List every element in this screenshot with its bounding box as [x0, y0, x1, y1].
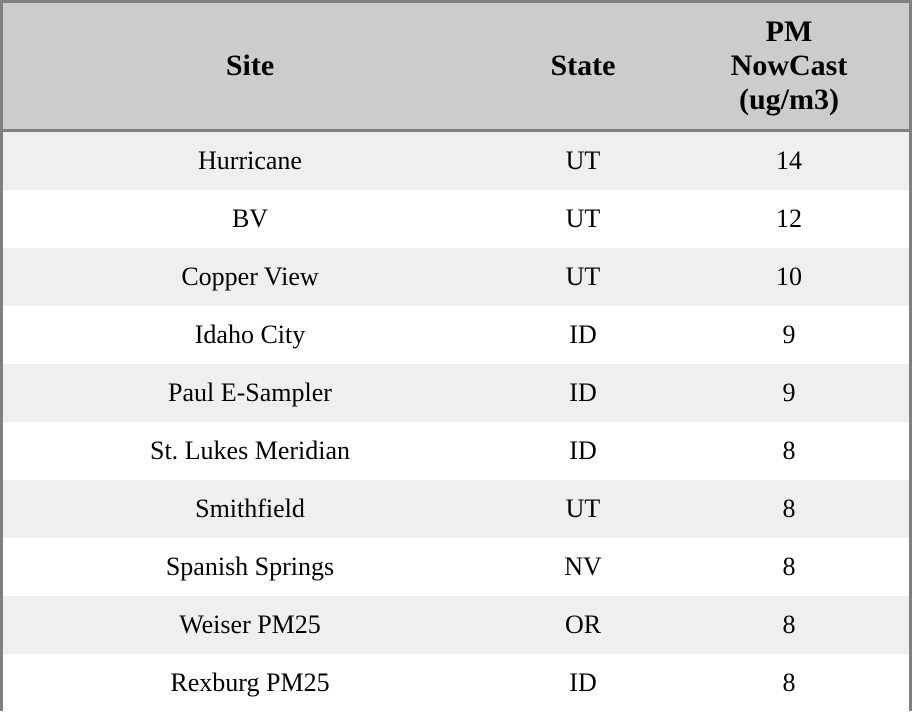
- cell-pm-nowcast: 8: [669, 480, 909, 538]
- cell-site: Rexburg PM25: [3, 654, 497, 712]
- cell-site: Smithfield: [3, 480, 497, 538]
- cell-state: ID: [497, 364, 669, 422]
- header-row: Site State PM NowCast (ug/m3): [3, 3, 909, 131]
- cell-site: Weiser PM25: [3, 596, 497, 654]
- cell-site: Copper View: [3, 248, 497, 306]
- cell-state: NV: [497, 538, 669, 596]
- cell-site: Idaho City: [3, 306, 497, 364]
- table-row: Spanish Springs NV 8: [3, 538, 909, 596]
- table-body: Hurricane UT 14 BV UT 12 Copper View UT …: [3, 131, 909, 712]
- table-row: BV UT 12: [3, 190, 909, 248]
- column-header-pm-nowcast: PM NowCast (ug/m3): [669, 3, 909, 131]
- cell-site: Hurricane: [3, 131, 497, 191]
- cell-state: UT: [497, 190, 669, 248]
- table-header: Site State PM NowCast (ug/m3): [3, 3, 909, 131]
- cell-state: UT: [497, 480, 669, 538]
- cell-site: Spanish Springs: [3, 538, 497, 596]
- cell-state: ID: [497, 422, 669, 480]
- cell-site: Paul E-Sampler: [3, 364, 497, 422]
- pm-nowcast-table: Site State PM NowCast (ug/m3) Hurricane …: [3, 3, 909, 712]
- cell-state: UT: [497, 248, 669, 306]
- cell-site: BV: [3, 190, 497, 248]
- cell-pm-nowcast: 9: [669, 364, 909, 422]
- column-header-site: Site: [3, 3, 497, 131]
- table-row: Copper View UT 10: [3, 248, 909, 306]
- cell-state: OR: [497, 596, 669, 654]
- cell-pm-nowcast: 8: [669, 596, 909, 654]
- table-row: Idaho City ID 9: [3, 306, 909, 364]
- cell-pm-nowcast: 8: [669, 654, 909, 712]
- table-row: Rexburg PM25 ID 8: [3, 654, 909, 712]
- cell-state: ID: [497, 306, 669, 364]
- cell-pm-nowcast: 12: [669, 190, 909, 248]
- cell-state: ID: [497, 654, 669, 712]
- column-header-state: State: [497, 3, 669, 131]
- cell-pm-nowcast: 8: [669, 422, 909, 480]
- table-row: St. Lukes Meridian ID 8: [3, 422, 909, 480]
- cell-state: UT: [497, 131, 669, 191]
- cell-pm-nowcast: 8: [669, 538, 909, 596]
- table-row: Weiser PM25 OR 8: [3, 596, 909, 654]
- cell-site: St. Lukes Meridian: [3, 422, 497, 480]
- table-row: Hurricane UT 14: [3, 131, 909, 191]
- table-row: Paul E-Sampler ID 9: [3, 364, 909, 422]
- table-row: Smithfield UT 8: [3, 480, 909, 538]
- cell-pm-nowcast: 9: [669, 306, 909, 364]
- cell-pm-nowcast: 14: [669, 131, 909, 191]
- cell-pm-nowcast: 10: [669, 248, 909, 306]
